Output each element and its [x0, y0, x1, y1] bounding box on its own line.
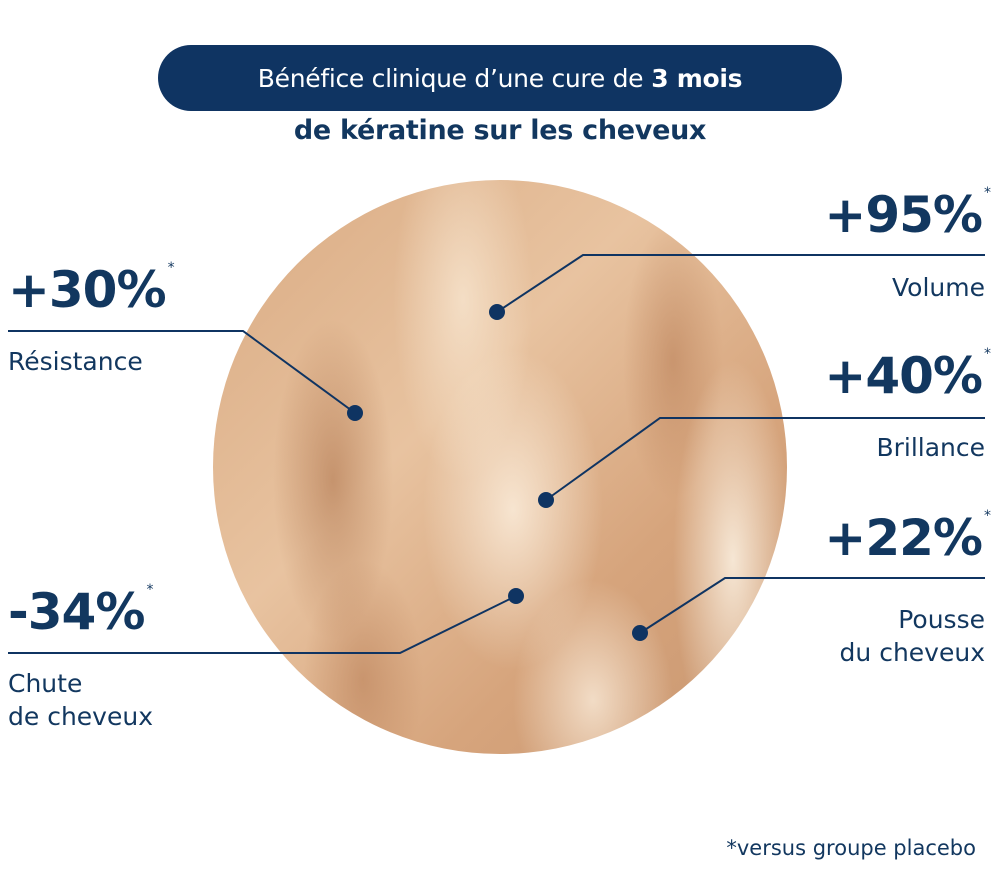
dot-resistance — [347, 405, 363, 421]
dot-volume — [489, 304, 505, 320]
stat-brillance-value: +40% * — [824, 346, 991, 405]
line-brillance — [545, 417, 985, 501]
dot-pousse — [632, 625, 648, 641]
stat-brillance-label: Brillance — [876, 433, 985, 462]
line-resistance — [8, 330, 356, 414]
line-volume — [496, 254, 985, 313]
hair-image — [213, 180, 787, 754]
title-banner: Bénéfice clinique d’une cure de 3 mois — [158, 45, 842, 111]
stat-chute-label: Chute de cheveux — [8, 669, 153, 731]
line-chute — [8, 595, 517, 654]
dot-chute — [508, 588, 524, 604]
dot-brillance — [538, 492, 554, 508]
stat-volume-label: Volume — [892, 273, 985, 302]
footnote: *versus groupe placebo — [726, 836, 976, 860]
stat-chute-value: -34% * — [8, 582, 153, 641]
title-bold: 3 mois — [651, 63, 743, 93]
stat-resistance-label: Résistance — [8, 347, 143, 376]
stat-volume-value: +95% * — [824, 185, 991, 244]
stat-pousse-label: Pousse du cheveux — [839, 605, 985, 667]
title-text: Bénéfice clinique d’une cure de — [257, 63, 644, 93]
subtitle: de kératine sur les cheveux — [293, 115, 707, 146]
stat-resistance-value: +30% * — [8, 260, 175, 319]
line-pousse — [639, 577, 985, 634]
stat-pousse-value: +22% * — [824, 508, 991, 567]
